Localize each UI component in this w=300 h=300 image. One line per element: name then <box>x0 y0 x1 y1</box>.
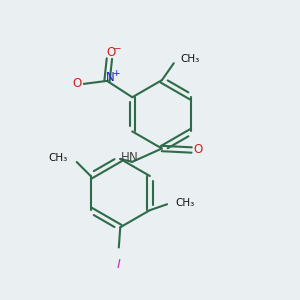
Text: I: I <box>117 258 121 271</box>
Text: −: − <box>113 44 122 54</box>
Text: O: O <box>194 142 203 156</box>
Text: N: N <box>129 151 138 164</box>
Text: CH₃: CH₃ <box>49 153 68 163</box>
Text: CH₃: CH₃ <box>176 198 195 208</box>
Text: +: + <box>112 69 119 78</box>
Text: CH₃: CH₃ <box>181 54 200 64</box>
Text: N: N <box>106 71 115 84</box>
Text: O: O <box>73 77 82 90</box>
Text: O: O <box>106 46 116 59</box>
Text: H: H <box>121 151 130 164</box>
